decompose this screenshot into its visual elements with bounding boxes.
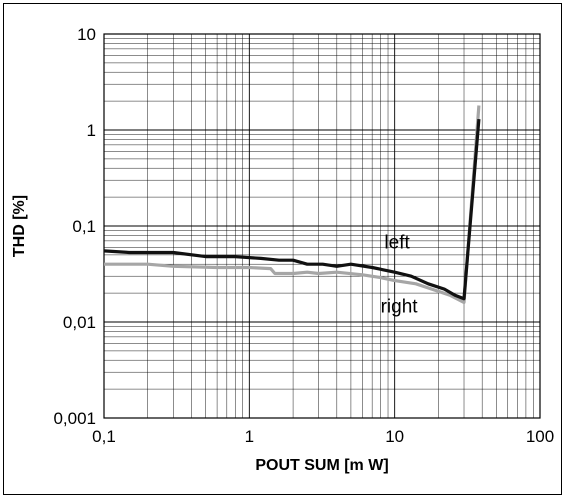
annotation-left: left: [384, 233, 410, 254]
grid: [103, 34, 540, 419]
y-tick-label: 0,1: [72, 217, 96, 236]
y-axis-title: THD [%]: [11, 195, 28, 257]
series-right-line: [104, 105, 481, 304]
tick-labels: 0,1 1 10 100 0,001 0,01 0,1 1 10: [53, 25, 554, 446]
plot-border: [103, 33, 541, 419]
y-tick-label: 0,001: [53, 409, 96, 428]
y-tick-label: 10: [77, 25, 96, 44]
x-axis-title: POUT SUM [m W]: [255, 457, 388, 474]
y-tick-label: 1: [87, 121, 96, 140]
x-tick-label: 0,1: [92, 427, 116, 446]
y-tick-label: 0,01: [63, 313, 96, 332]
series-layer: [103, 105, 481, 304]
series-left-line: [103, 118, 481, 301]
x-tick-label: 100: [526, 427, 554, 446]
x-tick-label: 1: [245, 427, 254, 446]
x-tick-label: 10: [385, 427, 404, 446]
annotation-right: right: [381, 297, 419, 318]
